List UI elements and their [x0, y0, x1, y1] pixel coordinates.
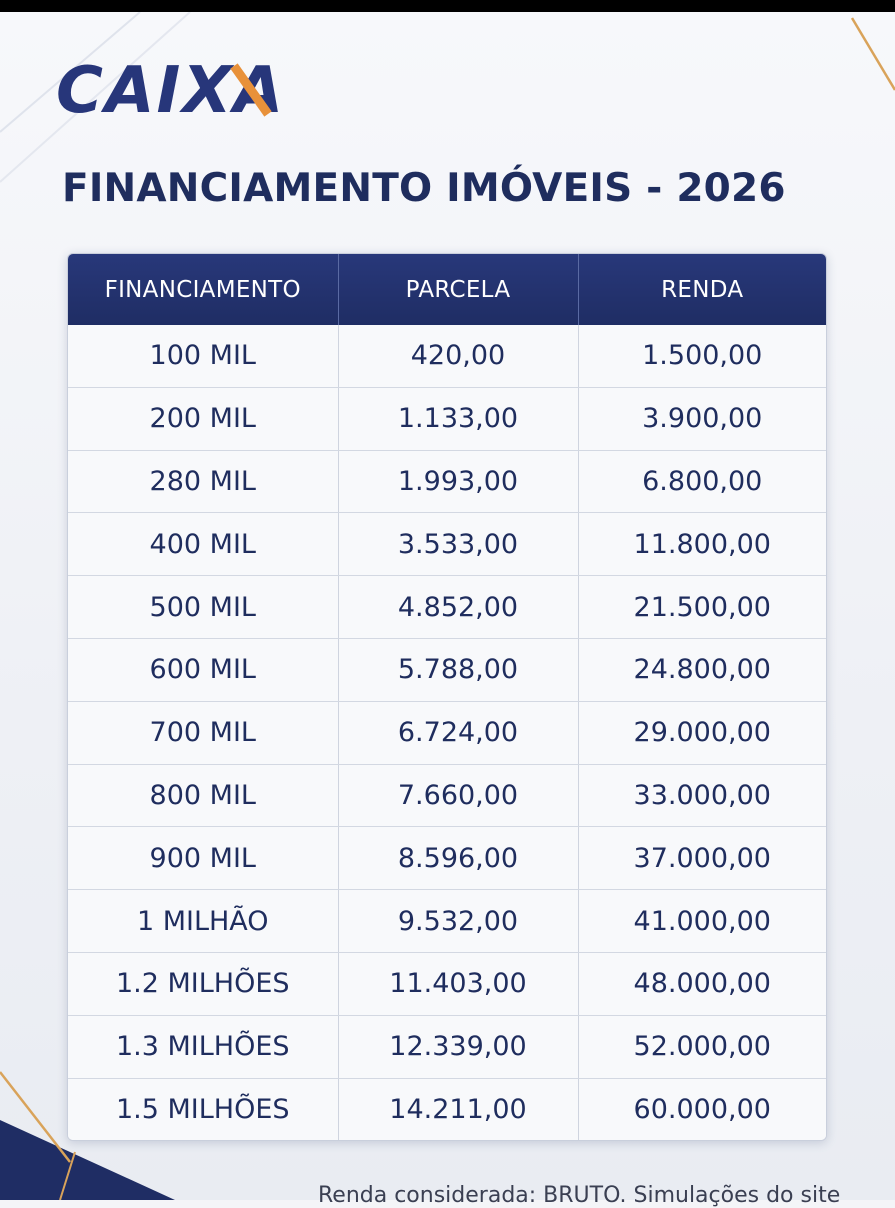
cell-financiamento: 280 MIL [68, 450, 339, 514]
table-row: 1.3 MILHÕES 12.339,00 52.000,00 [68, 1015, 826, 1079]
table-row: 280 MIL 1.993,00 6.800,00 [68, 450, 826, 514]
table-row: 700 MIL 6.724,00 29.000,00 [68, 701, 826, 765]
cell-financiamento: 700 MIL [68, 701, 339, 765]
cell-financiamento: 200 MIL [68, 387, 339, 451]
table-row: 200 MIL 1.133,00 3.900,00 [68, 387, 826, 451]
table-header-row: FINANCIAMENTO PARCELA RENDA [68, 254, 826, 325]
cell-parcela: 4.852,00 [338, 575, 579, 639]
financing-table: FINANCIAMENTO PARCELA RENDA 100 MIL 420,… [67, 253, 827, 1142]
table-row: 900 MIL 8.596,00 37.000,00 [68, 826, 826, 891]
cell-parcela: 9.532,00 [338, 889, 579, 953]
footer-note: Renda considerada: BRUTO. Simulações do … [318, 1183, 841, 1208]
table-row: 400 MIL 3.533,00 11.800,00 [68, 512, 826, 577]
cell-parcela: 11.403,00 [338, 952, 579, 1016]
cell-renda: 37.000,00 [578, 826, 826, 891]
decorative-lines [0, 12, 895, 1200]
cell-renda: 41.000,00 [578, 889, 826, 953]
cell-financiamento: 900 MIL [68, 826, 339, 891]
cell-parcela: 7.660,00 [338, 764, 579, 828]
cell-renda: 1.500,00 [578, 325, 826, 388]
cell-renda: 11.800,00 [578, 512, 826, 577]
cell-renda: 29.000,00 [578, 701, 826, 765]
cell-parcela: 8.596,00 [338, 826, 579, 891]
caixa-logo-icon: CAIXA [56, 54, 283, 122]
table-row: 600 MIL 5.788,00 24.800,00 [68, 638, 826, 702]
cell-parcela: 12.339,00 [338, 1015, 579, 1079]
cell-parcela: 6.724,00 [338, 701, 579, 765]
table-row: 1.5 MILHÕES 14.211,00 60.000,00 [68, 1078, 826, 1141]
table-row: 1.2 MILHÕES 11.403,00 48.000,00 [68, 952, 826, 1016]
cell-financiamento: 400 MIL [68, 512, 339, 577]
header-renda: RENDA [578, 254, 826, 325]
cell-parcela: 14.211,00 [338, 1078, 579, 1141]
cell-financiamento: 800 MIL [68, 764, 339, 828]
cell-renda: 21.500,00 [578, 575, 826, 639]
cell-renda: 33.000,00 [578, 764, 826, 828]
cell-renda: 60.000,00 [578, 1078, 826, 1141]
table-row: 500 MIL 4.852,00 21.500,00 [68, 575, 826, 639]
cell-renda: 3.900,00 [578, 387, 826, 451]
cell-parcela: 1.993,00 [338, 450, 579, 514]
cell-renda: 52.000,00 [578, 1015, 826, 1079]
cell-parcela: 420,00 [338, 325, 579, 388]
table-row: 800 MIL 7.660,00 33.000,00 [68, 764, 826, 828]
cell-financiamento: 1.3 MILHÕES [68, 1015, 339, 1079]
cell-parcela: 5.788,00 [338, 638, 579, 702]
page-title: FINANCIAMENTO IMÓVEIS - 2026 [62, 166, 786, 211]
cell-parcela: 1.133,00 [338, 387, 579, 451]
cell-financiamento: 1 MILHÃO [68, 889, 339, 953]
cell-renda: 48.000,00 [578, 952, 826, 1016]
cell-parcela: 3.533,00 [338, 512, 579, 577]
cell-renda: 24.800,00 [578, 638, 826, 702]
table-row: 100 MIL 420,00 1.500,00 [68, 325, 826, 388]
top-black-bar [0, 0, 895, 12]
table-row: 1 MILHÃO 9.532,00 41.000,00 [68, 889, 826, 953]
cell-financiamento: 1.2 MILHÕES [68, 952, 339, 1016]
cell-financiamento: 500 MIL [68, 575, 339, 639]
cell-renda: 6.800,00 [578, 450, 826, 514]
cell-financiamento: 600 MIL [68, 638, 339, 702]
cell-financiamento: 1.5 MILHÕES [68, 1078, 339, 1141]
cell-financiamento: 100 MIL [68, 325, 339, 388]
header-financiamento: FINANCIAMENTO [68, 254, 339, 325]
header-parcela: PARCELA [338, 254, 579, 325]
caixa-logo: CAIXA [56, 52, 336, 122]
